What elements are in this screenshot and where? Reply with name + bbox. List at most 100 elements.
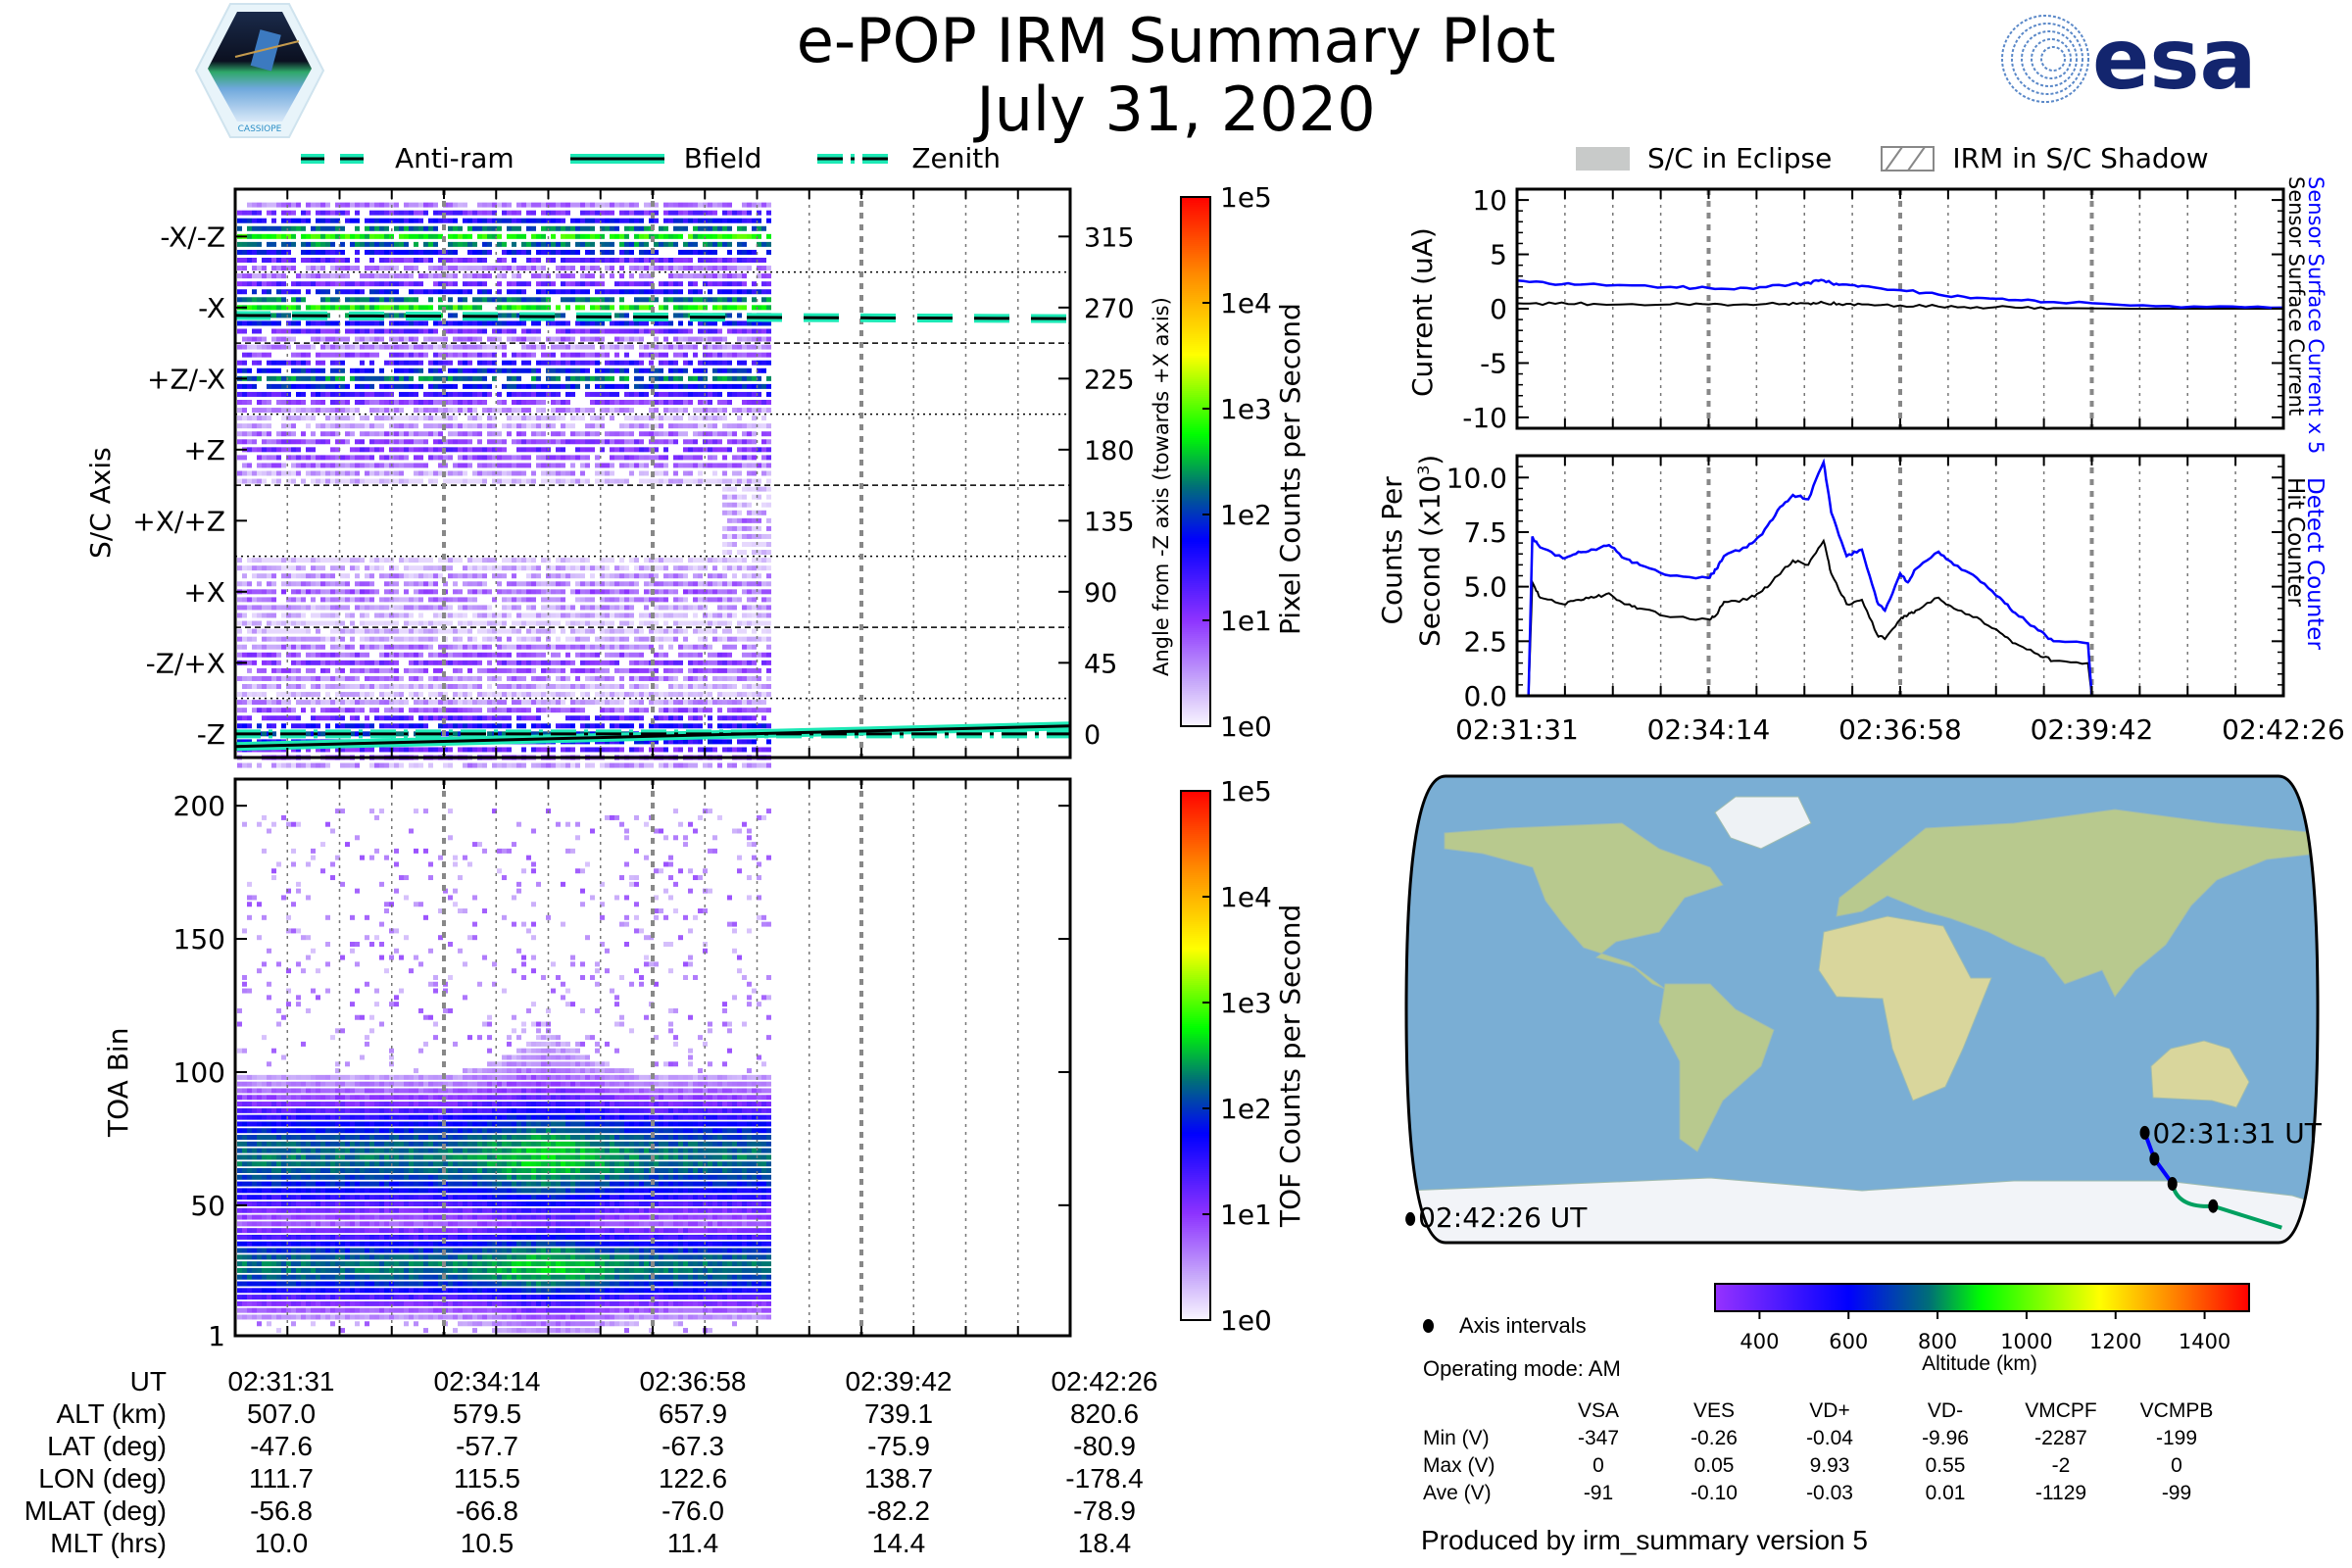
spectrogram-cell [335,439,340,445]
spectrogram-cell [458,400,463,405]
spectrogram-cell [742,320,747,326]
spectrogram-cell [610,328,614,334]
spectrogram-cell [316,305,320,311]
spectrogram-cell [271,281,276,287]
legend-eclipse: S/C in Eclipse [1576,142,1832,174]
spectrogram-cell [747,439,752,445]
spectrogram-cell [536,660,541,665]
spectrogram-cell [507,431,512,437]
spectrogram-cell [242,391,247,397]
spectrogram-cell [340,289,345,295]
spectrogram-cell [556,344,561,350]
spectrogram-cell [311,305,316,311]
spectrogram-cell [448,391,453,397]
spectrogram-cell [453,258,458,263]
spectrogram-cell [301,416,306,421]
spectrogram-cell [619,258,624,263]
spectrogram-cell [477,684,482,689]
spectrogram-cell [590,605,595,611]
spectrogram-cell [722,620,727,626]
spectrogram-cell [556,313,561,318]
spectrogram-cell [521,360,526,366]
spectrogram-cell [320,463,325,468]
spectrogram-cell [639,470,644,476]
spectrogram-cell [624,573,629,579]
spectrogram-cell [448,597,453,603]
spectrogram-cell [580,628,585,634]
spectrogram-cell [330,281,335,287]
spectrogram-cell [531,620,536,626]
spectrogram-cell [374,667,379,673]
spectrogram-cell [639,210,644,216]
spectrogram-cell [605,565,610,571]
spectrogram-cell [757,605,761,611]
spectrogram-cell [423,439,428,445]
spectrogram-cell [335,320,340,326]
spectrogram-cell [433,400,438,405]
spectrogram-cell [698,605,703,611]
spectrogram-cell [414,660,418,665]
spectrogram-cell [747,510,752,515]
spectrogram-cell [423,391,428,397]
spectrogram-cell [423,416,428,421]
spectrogram-cell [418,233,423,239]
spectrogram-cell [340,249,345,255]
spectrogram-cell [237,241,242,247]
spectrogram-cell [673,281,678,287]
spectrogram-cell [712,352,717,358]
spectrogram-cell [521,667,526,673]
spectrogram-cell [747,502,752,508]
spectrogram-cell [242,328,247,334]
spectrogram-cell [551,684,556,689]
spectrogram-cell [267,305,271,311]
spectrogram-cell [698,368,703,373]
spectrogram-cell [673,660,678,665]
spectrogram-cell [355,455,360,461]
spectrogram-cell [536,573,541,579]
spectrogram-cell [345,336,350,342]
spectrogram-cell [340,565,345,571]
spectrogram-cell [575,241,580,247]
spectrogram-cell [271,597,276,603]
spectrogram-cell [433,249,438,255]
spectrogram-cell [448,660,453,665]
spectrogram-cell [433,352,438,358]
spectrogram-cell [394,273,399,279]
spectrogram-cell [600,636,605,642]
spectrogram-cell [271,667,276,673]
spectrogram-cell [668,416,673,421]
spectrogram-cell [423,423,428,429]
spectrogram-cell [438,605,443,611]
spectrogram-cell [320,667,325,673]
spectrogram-cell [663,478,668,484]
spectrogram-cell [365,470,369,476]
spectrogram-cell [502,313,507,318]
spectrogram-cell [286,652,291,658]
spectrogram-cell [311,368,316,373]
spectrogram-cell [482,455,487,461]
spectrogram-cell [458,360,463,366]
spectrogram-cell [752,620,757,626]
spectrogram-cell [497,241,502,247]
spectrogram-cell [237,439,242,445]
spectrogram-cell [418,692,423,698]
spectrogram-cell [512,605,516,611]
spectrogram-cell [404,684,409,689]
spectrogram-cell [717,400,722,405]
spectrogram-cell [619,589,624,595]
spectrogram-cell [443,383,448,389]
spectrogram-cell [565,620,570,626]
spectrogram-cell [271,652,276,658]
spectrogram-cell [580,233,585,239]
spectrogram-cell [698,558,703,564]
spectrogram-cell [345,605,350,611]
spectrogram-cell [477,581,482,587]
spectrogram-cell [605,478,610,484]
spectrogram-cell [453,423,458,429]
spectrogram-cell [708,266,712,271]
spectrogram-cell [448,565,453,571]
spectrogram-cell [497,652,502,658]
spectrogram-cell [752,423,757,429]
spectrogram-cell [463,210,467,216]
spectrogram-cell [301,249,306,255]
